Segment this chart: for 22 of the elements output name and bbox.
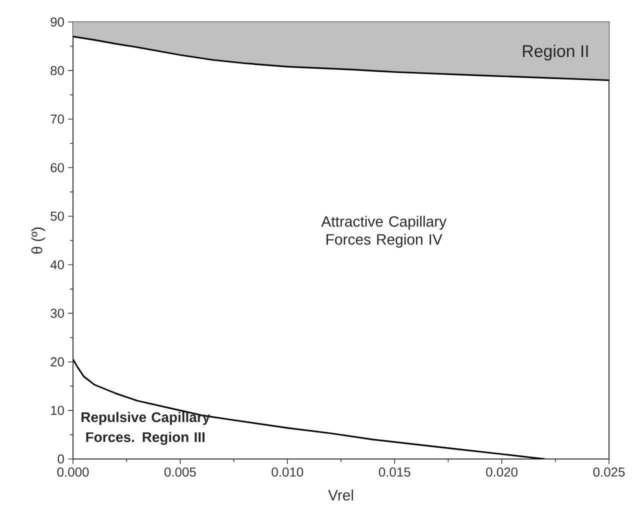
y-tick-label: 10 — [51, 406, 64, 416]
annotation: Region II — [523, 44, 588, 60]
x-tick-label: 0.025 — [593, 468, 625, 477]
y-tick-label: 40 — [50, 260, 64, 270]
y-tick-label: 0 — [58, 454, 64, 464]
y-tick-label: 60 — [50, 163, 64, 172]
annotation: Repulsive Capillary Forces. Region III — [82, 412, 210, 445]
x-axis-title: Vrel — [328, 490, 354, 500]
y-tick-label: 80 — [50, 66, 64, 76]
y-tick-label: 30 — [50, 308, 64, 318]
annotation: Attractive Capillary Forces Region IV — [321, 216, 447, 248]
x-tick-label: 0.015 — [378, 468, 410, 477]
x-tick-label: 0.005 — [164, 468, 196, 477]
x-tick-label: 0.010 — [272, 468, 304, 477]
y-tick-label: 20 — [50, 357, 64, 366]
line-series — [73, 36, 610, 82]
x-tick-label: 0.020 — [486, 468, 518, 477]
y-tick-label: 70 — [50, 114, 64, 124]
x-tick-label: 0.000 — [57, 468, 89, 477]
y-axis-title: θ (º) — [31, 228, 46, 254]
y-tick-label: 50 — [50, 212, 64, 221]
y-tick-label: 90 — [50, 17, 64, 27]
